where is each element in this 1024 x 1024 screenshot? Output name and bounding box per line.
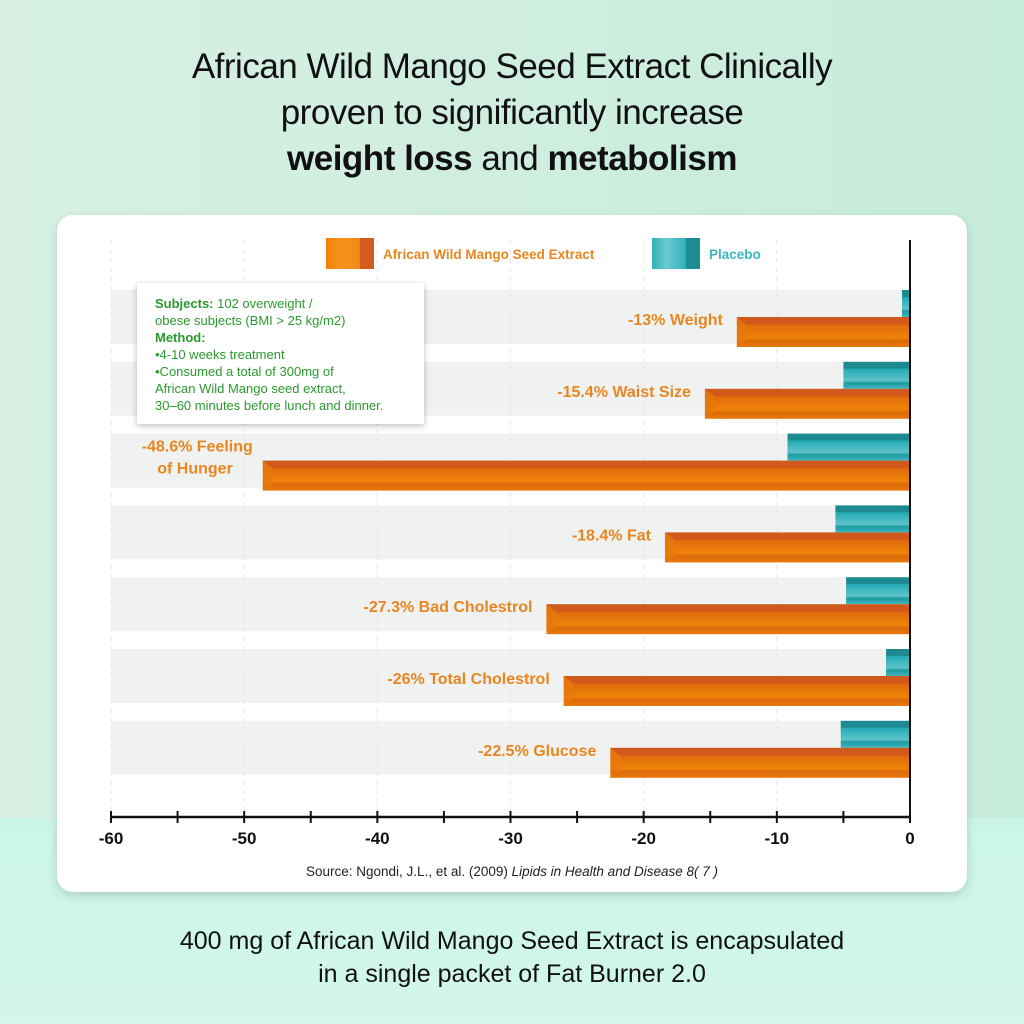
- footer-line-1: 400 mg of African Wild Mango Seed Extrac…: [179, 927, 845, 955]
- headline-bold-weight-loss: weight loss: [287, 139, 473, 178]
- placebo-bar: [843, 361, 910, 389]
- legend-label-extract: African Wild Mango Seed Extract: [383, 247, 595, 262]
- placebo-bar: [902, 290, 910, 317]
- method-item-2c: 30–60 minutes before lunch and dinner.: [155, 398, 384, 413]
- x-tick-label: -30: [498, 829, 523, 848]
- x-tick-label: -60: [99, 829, 124, 848]
- method-item-2a: •Consumed a total of 300mg of: [155, 364, 334, 379]
- method-label-text: Method:: [155, 330, 206, 345]
- footer-text: 400 mg of African Wild Mango Seed Extrac…: [0, 925, 1024, 991]
- subjects-line-1: Subjects: 102 overweight /: [155, 295, 424, 312]
- study-info-box: Subjects: 102 overweight / obese subject…: [137, 283, 424, 424]
- extract-bar: [610, 747, 910, 778]
- data-label: -13% Weight: [628, 312, 724, 329]
- headline-line-1: African Wild Mango Seed Extract Clinical…: [191, 47, 833, 86]
- method-item-1: •4-10 weeks treatment: [155, 347, 285, 362]
- data-label: -15.4% Waist Size: [557, 384, 691, 401]
- extract-bar: [704, 388, 910, 419]
- headline-line-2: proven to significantly increase: [280, 93, 744, 132]
- extract-bar-bevel: [546, 604, 557, 635]
- extract-bar-bevel: [563, 676, 574, 706]
- x-tick-label: -50: [232, 829, 257, 848]
- x-tick-label: -40: [365, 829, 390, 848]
- method-label: Method:: [155, 329, 424, 346]
- source-journal: Lipids in Health and Disease 8( 7 ): [512, 864, 718, 879]
- extract-bar-bevel: [704, 388, 715, 419]
- placebo-bar: [846, 577, 910, 605]
- headline-bold-metabolism: metabolism: [547, 139, 737, 178]
- extract-bar: [262, 460, 910, 491]
- source-citation: Source: Ngondi, J.L., et al. (2009) Lipi…: [306, 864, 718, 879]
- method-item-2b: African Wild Mango seed extract,: [155, 381, 346, 396]
- data-label: -22.5% Glucose: [478, 743, 596, 760]
- placebo-bar: [835, 505, 910, 533]
- x-tick-label: -20: [631, 829, 656, 848]
- placebo-bar: [840, 720, 910, 748]
- subjects-text: 102 overweight /: [213, 296, 313, 311]
- legend-swatch-placebo: [652, 238, 700, 269]
- subjects-line-2: obese subjects (BMI > 25 kg/m2): [155, 313, 346, 328]
- data-label: -26% Total Cholestrol: [387, 671, 549, 688]
- legend-label-placebo: Placebo: [709, 247, 761, 262]
- data-label: -18.4% Fat: [572, 527, 652, 544]
- subjects-label: Subjects:: [155, 296, 214, 311]
- extract-bar: [664, 532, 910, 563]
- source-text: Source: Ngondi, J.L., et al. (2009): [306, 864, 512, 879]
- extract-bar-bevel: [610, 747, 621, 778]
- data-label: -48.6% Feeling of Hunger: [142, 439, 253, 478]
- headline-line-3: weight loss and metabolism: [0, 136, 1024, 182]
- footer-line-2: in a single packet of Fat Burner 2.0: [318, 960, 706, 988]
- headline-and: and: [472, 139, 548, 178]
- placebo-bar: [787, 433, 910, 461]
- extract-bar-bevel: [664, 532, 675, 563]
- data-label: -27.3% Bad Cholestrol: [364, 599, 533, 616]
- extract-bar: [563, 676, 910, 706]
- extract-bar-bevel: [736, 317, 747, 347]
- headline: African Wild Mango Seed Extract Clinical…: [0, 44, 1024, 182]
- extract-bar-bevel: [262, 460, 273, 491]
- extract-bar: [736, 317, 910, 347]
- extract-bar: [546, 604, 910, 635]
- placebo-bar: [886, 649, 910, 676]
- x-tick-label: 0: [905, 829, 914, 848]
- legend-swatch-extract: [326, 238, 374, 269]
- x-tick-label: -10: [765, 829, 790, 848]
